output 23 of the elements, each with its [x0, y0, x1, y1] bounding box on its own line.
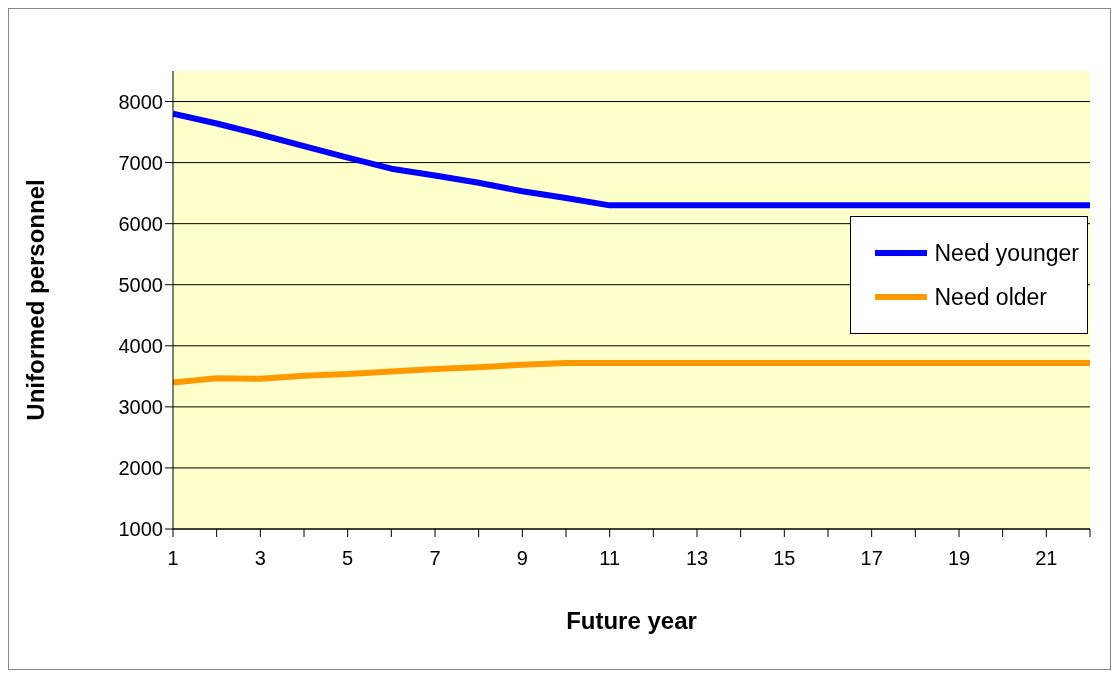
- x-tick-label: 17: [860, 547, 883, 570]
- x-tick-label: 3: [254, 547, 266, 570]
- x-tick-label: 15: [773, 547, 796, 570]
- x-tick-label: 19: [947, 547, 971, 570]
- legend-label: Need older: [934, 283, 1048, 311]
- x-tick-label: 1: [167, 547, 179, 570]
- y-tick-label: 5000: [118, 273, 163, 296]
- x-tick-label: 7: [429, 547, 441, 570]
- x-tick-label: 11: [599, 547, 621, 570]
- x-tick-label: 9: [516, 547, 528, 570]
- y-tick-label: 3000: [118, 395, 163, 418]
- x-tick-label: 5: [342, 547, 354, 570]
- y-tick-label: 6000: [118, 212, 163, 235]
- x-tick-label: 21: [1035, 547, 1058, 570]
- x-tick-label: 13: [685, 547, 709, 570]
- y-tick-label: 2000: [118, 457, 163, 480]
- y-tick-label: 4000: [118, 334, 163, 357]
- y-axis-title: Uniformed personnel: [21, 179, 49, 421]
- y-tick-label: 8000: [118, 90, 163, 113]
- legend-label: Need younger: [934, 239, 1079, 267]
- x-axis-title: Future year: [566, 607, 697, 634]
- y-tick-label: 7000: [118, 151, 163, 174]
- y-tick-label: 1000: [118, 518, 163, 541]
